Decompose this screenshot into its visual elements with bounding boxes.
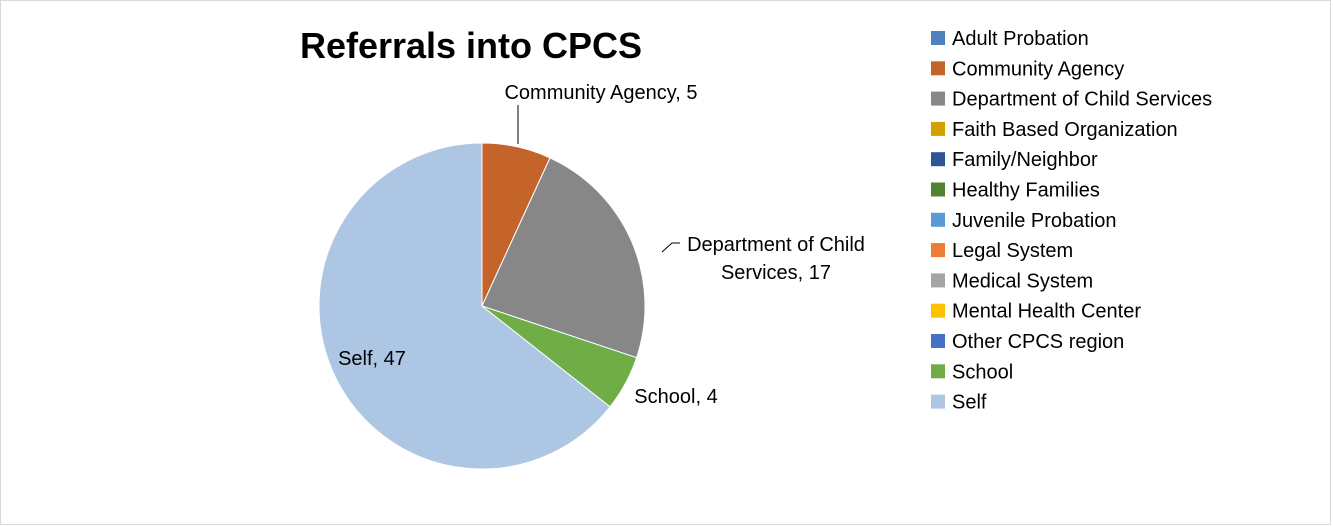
legend-label: Community Agency xyxy=(952,58,1124,80)
legend-item-juvenile-probation: Juvenile Probation xyxy=(931,210,1117,232)
legend-item-community-agency: Community Agency xyxy=(931,58,1124,80)
legend-label: Adult Probation xyxy=(952,28,1089,50)
legend: Adult Probation Community Agency Departmen… xyxy=(931,28,1212,414)
legend-label: School xyxy=(952,361,1013,383)
legend-label: Other CPCS region xyxy=(952,331,1124,353)
legend-label: Department of Child Services xyxy=(952,89,1212,111)
legend-item-faith-based-organization: Faith Based Organization xyxy=(931,119,1178,141)
legend-swatch xyxy=(931,121,945,136)
pie-slice-self xyxy=(318,142,611,470)
legend-label: Legal System xyxy=(952,240,1073,262)
legend-swatch xyxy=(931,31,945,45)
legend-item-department-of-child-services: Department of Child Services xyxy=(931,89,1212,111)
pie-slice-department-of-child-services xyxy=(481,157,646,359)
data-label-school: School, 4 xyxy=(634,386,717,408)
legend-label: Mental Health Center xyxy=(952,301,1141,323)
legend-swatch xyxy=(931,334,945,348)
legend-item-legal-system: Legal System xyxy=(931,240,1073,262)
legend-label: Healthy Families xyxy=(952,180,1100,202)
legend-label: Faith Based Organization xyxy=(952,119,1178,141)
legend-item-healthy-families: Healthy Families xyxy=(931,180,1100,202)
legend-swatch xyxy=(931,182,945,197)
legend-item-medical-system: Medical System xyxy=(931,270,1093,292)
data-label-self: Self, 47 xyxy=(338,348,406,370)
legend-label: Juvenile Probation xyxy=(952,210,1117,232)
data-label-community-agency: Community Agency, 5 xyxy=(504,82,697,104)
chart-title: Referrals into CPCS xyxy=(300,25,642,66)
data-labels: Community Agency, 5 Department of Child Se… xyxy=(338,82,865,408)
legend-item-adult-probation: Adult Probation xyxy=(931,28,1089,50)
legend-swatch xyxy=(931,91,945,106)
legend-swatch xyxy=(931,394,945,409)
legend-swatch xyxy=(931,212,945,227)
legend-item-other-cpcs-region: Other CPCS region xyxy=(931,331,1124,353)
legend-swatch xyxy=(931,303,945,318)
legend-swatch xyxy=(931,152,945,167)
leader-line-department-of-child-services xyxy=(661,242,680,253)
legend-swatch xyxy=(931,61,945,76)
legend-item-mental-health-center: Mental Health Center xyxy=(931,301,1141,323)
legend-item-school: School xyxy=(931,361,1013,383)
data-label-department-of-child-services: Department of Child Services, 17 xyxy=(687,234,865,284)
legend-label: Medical System xyxy=(952,270,1093,292)
pie-slices xyxy=(318,142,646,470)
legend-item-family-neighbor: Family/Neighbor xyxy=(931,149,1098,171)
leader-lines xyxy=(517,105,680,253)
legend-swatch xyxy=(931,364,945,379)
legend-swatch xyxy=(931,243,945,258)
legend-item-self: Self xyxy=(931,392,987,414)
legend-label: Family/Neighbor xyxy=(952,149,1098,171)
legend-swatch xyxy=(931,273,945,288)
legend-label: Self xyxy=(952,392,987,414)
